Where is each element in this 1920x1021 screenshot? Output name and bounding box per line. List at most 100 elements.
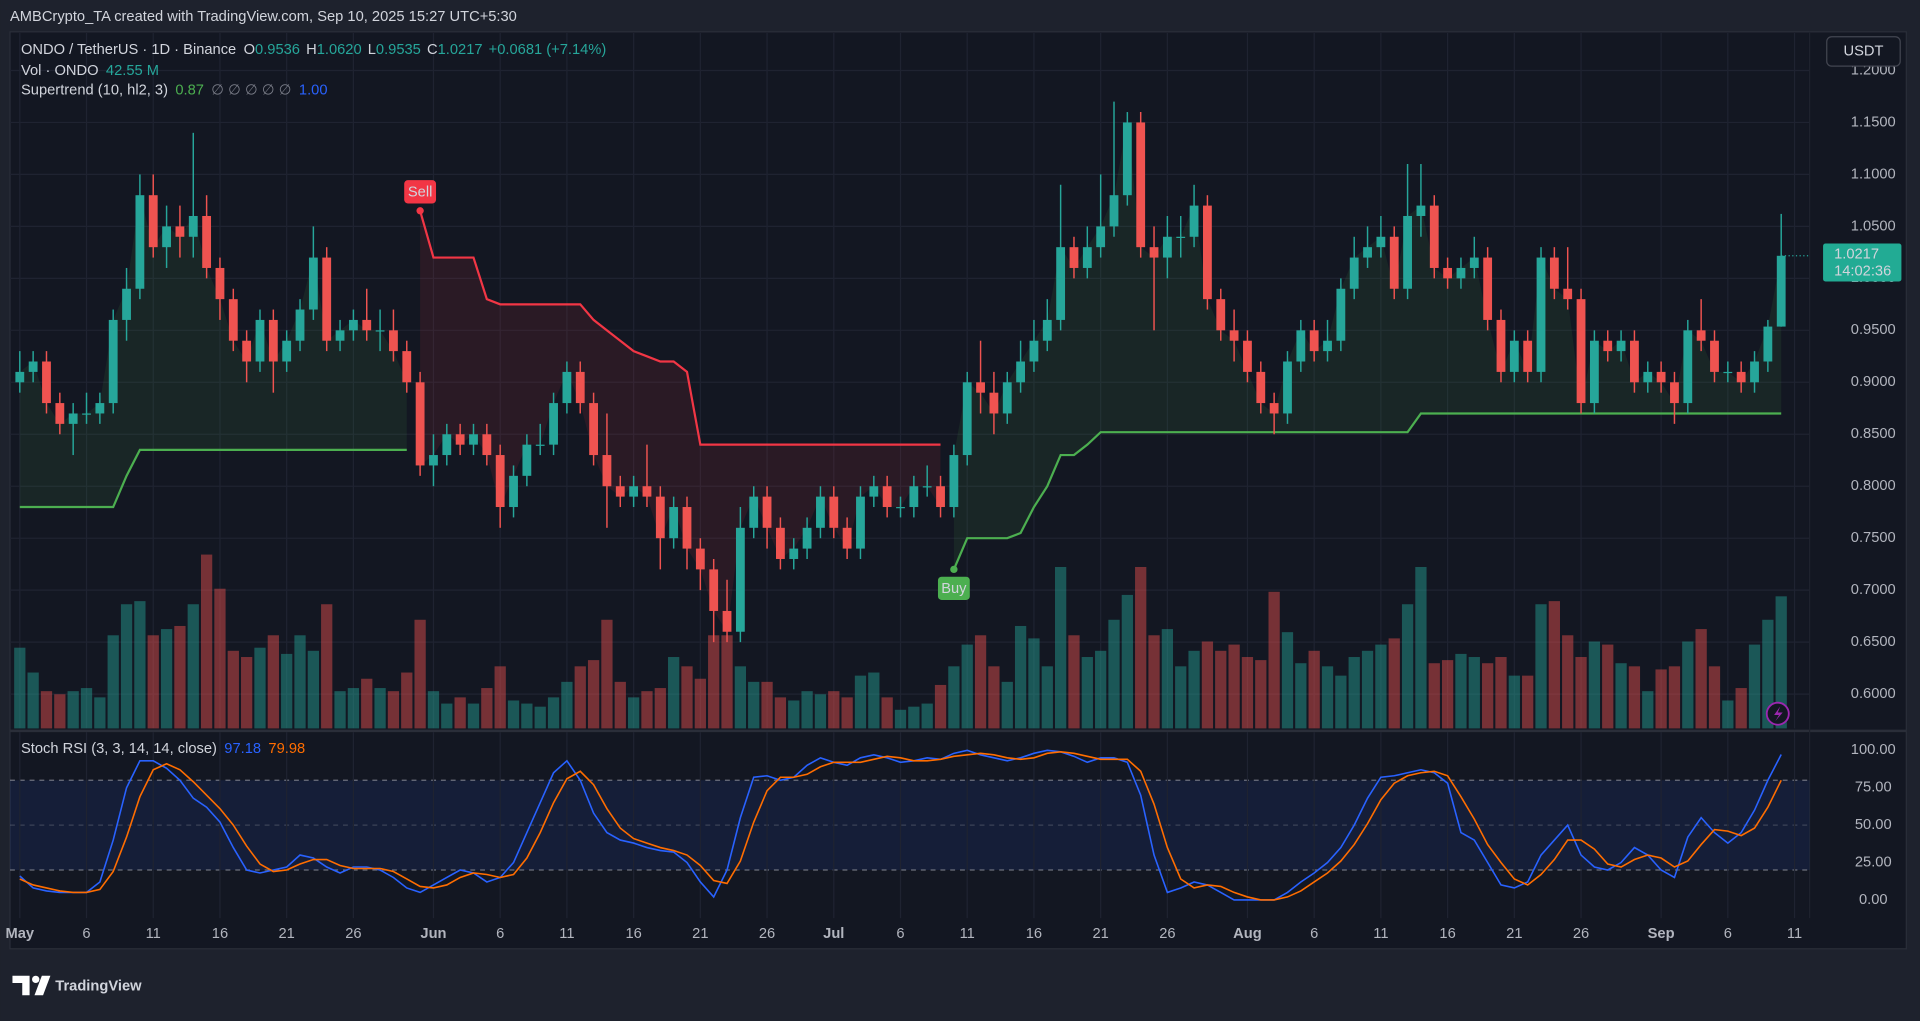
x-tick-label: 21 [279, 926, 295, 942]
volume-bar [1722, 700, 1734, 729]
candle-body [1336, 288, 1346, 341]
stoch-legend: Stoch RSI (3, 3, 14, 14, close) 97.18 79.9… [21, 741, 305, 757]
candle-body [322, 257, 332, 341]
candle-body [802, 527, 812, 549]
candle-body [308, 257, 318, 310]
volume-bar [307, 650, 319, 729]
candle-body [1229, 330, 1239, 341]
volume-bar [1615, 663, 1627, 729]
symbol: ONDO / TetherUS · 1D · Binance [21, 42, 236, 58]
candle-body [469, 434, 478, 445]
candle-body [709, 569, 719, 611]
volume-bar [494, 666, 506, 729]
x-tick-label: 16 [212, 926, 228, 942]
candle-body [1523, 340, 1533, 372]
stoch-tick-label: 50.00 [1855, 817, 1892, 833]
currency[interactable]: USDT [1843, 43, 1883, 59]
candle-body [295, 309, 305, 341]
y-tick-label: 0.6500 [1851, 634, 1896, 650]
volume-bar [1441, 660, 1454, 729]
x-tick-label: Sep [1648, 926, 1675, 942]
volume-bar [467, 703, 480, 729]
candle-body [1683, 330, 1693, 404]
candle-body [1630, 340, 1639, 383]
volume-bar [708, 635, 720, 729]
volume-bar [1268, 591, 1280, 729]
candle-body [42, 361, 51, 404]
last-price-box [1823, 243, 1902, 282]
y-tick-label: 1.1500 [1851, 114, 1896, 130]
candle-body [1776, 255, 1786, 327]
ohlc-value: 0.9535 [376, 42, 421, 58]
volume-name: Vol · ONDO [21, 63, 99, 79]
candle-body [1243, 340, 1252, 372]
candle-body [389, 330, 398, 352]
x-tick-label: 11 [960, 926, 975, 942]
last-price: 1.0217 [1834, 246, 1879, 262]
volume-bar [1655, 669, 1667, 729]
candle-body [949, 455, 959, 508]
volume-bar [1121, 594, 1133, 729]
candle-body [1269, 403, 1279, 414]
supertrend-line [19, 412, 1782, 570]
candle-body [1149, 247, 1159, 258]
candle-body [1656, 371, 1666, 383]
candle-body [1443, 267, 1453, 279]
volume-bar [1495, 657, 1507, 729]
sell-box [404, 180, 437, 204]
logo-mark [12, 975, 30, 996]
volume-bar [227, 650, 239, 729]
candle-body [1323, 340, 1332, 352]
volume-bar [694, 678, 706, 729]
volume-bar [654, 688, 666, 729]
candle-body [15, 371, 25, 383]
volume-bar [1522, 675, 1534, 729]
candle-body [108, 319, 118, 404]
stoch-line [19, 751, 1782, 901]
candle-body [922, 486, 932, 488]
candle-body [1216, 299, 1226, 331]
candle-body [442, 434, 452, 456]
volume-bar [934, 684, 947, 729]
candle-body [1723, 371, 1733, 374]
candle-body [655, 496, 665, 539]
volume-bar [841, 697, 853, 729]
volume-bar [1001, 681, 1013, 729]
candle-body [749, 496, 759, 528]
volume-bar [521, 703, 533, 729]
volume-bar [1562, 635, 1574, 729]
volume-bar [587, 660, 600, 729]
volume-bar [881, 697, 893, 729]
candle-body [629, 486, 639, 497]
volume-bar [1228, 644, 1240, 729]
candle-body [1376, 236, 1386, 248]
logo-slash [34, 975, 51, 996]
volume-bar [187, 604, 199, 729]
candle-body [282, 340, 292, 362]
volume-bar [1201, 641, 1214, 729]
stoch-tick-label: 0.00 [1859, 892, 1888, 908]
volume-bar [948, 666, 960, 729]
candle-body [482, 434, 492, 456]
volume-bar [67, 691, 79, 729]
candle-body [1002, 382, 1012, 414]
countdown: 14:02:36 [1834, 264, 1891, 280]
volume-bar [1735, 688, 1747, 729]
candle-body [602, 455, 612, 487]
candle-body [1710, 340, 1719, 372]
candle-body [1176, 236, 1186, 239]
volume-bar [1482, 663, 1494, 729]
volume-bar [281, 653, 293, 729]
volume-bar [1401, 604, 1414, 729]
volume-bar [1335, 675, 1347, 729]
volume-bar [534, 706, 546, 729]
volume-bar [1148, 635, 1160, 729]
candle-body [1296, 330, 1306, 362]
x-tick-label: 26 [759, 926, 775, 942]
volume-bar [721, 635, 733, 729]
candle-body [242, 340, 252, 362]
candle-body [1029, 340, 1039, 362]
volume-bar [574, 666, 586, 729]
currency-box[interactable] [1826, 36, 1901, 67]
candle-body [522, 444, 532, 476]
